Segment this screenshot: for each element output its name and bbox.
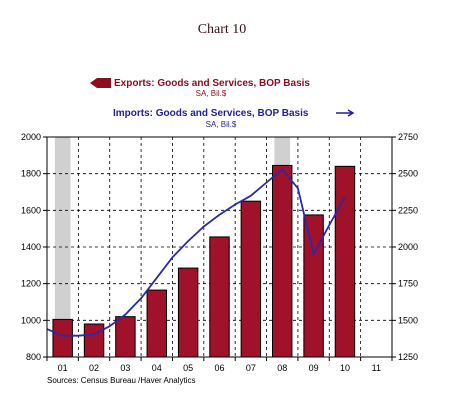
y-right-label-0: 1250 (398, 352, 418, 362)
y-right-label-2: 1750 (398, 279, 418, 289)
legend-imports: Imports: Goods and Services, BOP Basis S… (113, 108, 355, 129)
bar-09 (303, 214, 324, 358)
bar-07 (240, 200, 262, 358)
x-label-07: 07 (246, 363, 256, 373)
legend-exports-label: Exports: Goods and Services, BOP Basis (114, 78, 310, 89)
x-label-08: 08 (277, 363, 287, 373)
x-label-04: 04 (152, 363, 162, 373)
y-left-label-6: 2000 (21, 132, 41, 142)
bar-03 (115, 316, 136, 358)
legend-exports-unit: SA, Bil.$ (196, 89, 227, 98)
x-label-02: 02 (89, 363, 99, 373)
bar-06 (209, 236, 230, 358)
y-right-label-3: 2000 (398, 242, 418, 252)
x-label-03: 03 (120, 363, 130, 373)
plot-area: 800 1000 1200 1400 1600 1800 2000 1250 1500 1750 2… (21, 132, 418, 373)
x-label-09: 09 (309, 363, 319, 373)
legend: Exports: Goods and Services, BOP Basis S… (90, 78, 355, 129)
legend-exports-swatch (90, 78, 111, 88)
bar-08 (272, 164, 293, 358)
y-left-label-5: 1800 (21, 169, 41, 179)
legend-imports-unit: SA, Bil.$ (206, 120, 237, 129)
y-right-label-4: 2250 (398, 205, 418, 215)
bar-05 (177, 267, 199, 358)
y-right-label-5: 2500 (398, 169, 418, 179)
y-right-label-1: 1500 (398, 315, 418, 325)
bar-01 (52, 318, 73, 358)
y-left-label-1: 1000 (21, 315, 41, 325)
legend-exports: Exports: Goods and Services, BOP Basis S… (90, 78, 310, 98)
chart-title: Chart 10 (198, 22, 247, 37)
recession-band-0 (54, 137, 71, 357)
y-left-label-0: 800 (26, 352, 41, 362)
x-label-01: 01 (58, 363, 68, 373)
x-label-10: 10 (340, 363, 350, 373)
imports-line (46, 168, 346, 337)
x-label-05: 05 (183, 363, 193, 373)
x-label-06: 06 (214, 363, 224, 373)
y-right-label-6: 2750 (398, 132, 418, 142)
bar-02 (83, 323, 105, 358)
x-label-11: 11 (372, 363, 381, 373)
bar-04 (146, 289, 167, 358)
legend-imports-label: Imports: Goods and Services, BOP Basis (113, 108, 309, 119)
y-left-label-4: 1600 (21, 205, 41, 215)
bar-10 (334, 165, 356, 358)
y-left-label-2: 1200 (21, 279, 41, 289)
y-left-label-3: 1400 (21, 242, 41, 252)
source-note: Sources: Census Bureau /Haver Analytics (47, 376, 196, 385)
legend-imports-arrow-icon (336, 109, 355, 117)
